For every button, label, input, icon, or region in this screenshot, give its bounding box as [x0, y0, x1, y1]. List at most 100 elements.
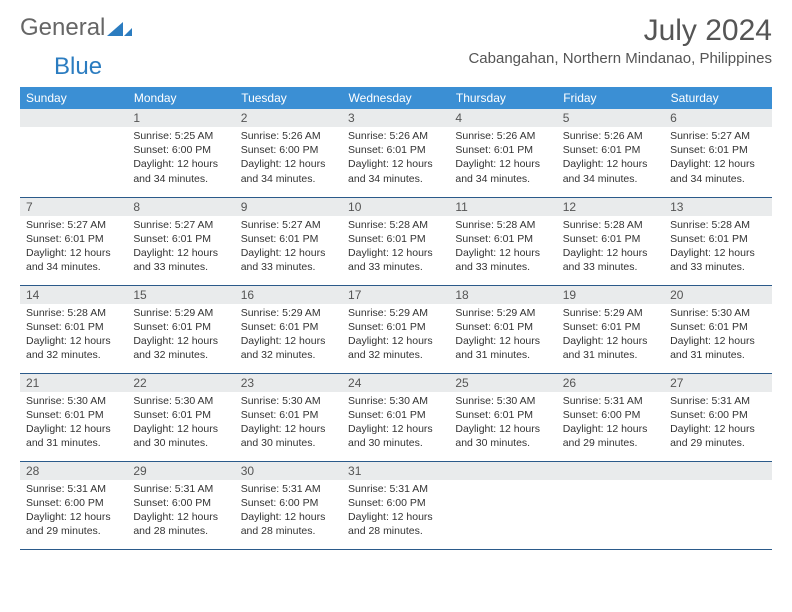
logo-text-1: General: [20, 14, 105, 42]
day-number: 9: [235, 198, 342, 216]
day-details: Sunrise: 5:26 AMSunset: 6:01 PMDaylight:…: [557, 127, 664, 190]
day-details: Sunrise: 5:30 AMSunset: 6:01 PMDaylight:…: [127, 392, 234, 455]
day-details: Sunrise: 5:30 AMSunset: 6:01 PMDaylight:…: [235, 392, 342, 455]
day-number: 15: [127, 286, 234, 304]
day-number: 30: [235, 462, 342, 480]
calendar-cell: 24Sunrise: 5:30 AMSunset: 6:01 PMDayligh…: [342, 373, 449, 461]
day-details: Sunrise: 5:27 AMSunset: 6:01 PMDaylight:…: [127, 216, 234, 279]
day-number: 20: [664, 286, 771, 304]
day-number: 2: [235, 109, 342, 127]
day-number: [20, 109, 127, 127]
logo-icon: [107, 18, 133, 38]
day-number: 23: [235, 374, 342, 392]
day-number: 17: [342, 286, 449, 304]
calendar-cell: 3Sunrise: 5:26 AMSunset: 6:01 PMDaylight…: [342, 109, 449, 197]
day-details: Sunrise: 5:29 AMSunset: 6:01 PMDaylight:…: [127, 304, 234, 367]
day-number: 28: [20, 462, 127, 480]
day-details: Sunrise: 5:31 AMSunset: 6:00 PMDaylight:…: [342, 480, 449, 543]
calendar-row: 7Sunrise: 5:27 AMSunset: 6:01 PMDaylight…: [20, 197, 772, 285]
calendar-cell: 17Sunrise: 5:29 AMSunset: 6:01 PMDayligh…: [342, 285, 449, 373]
calendar-row: 28Sunrise: 5:31 AMSunset: 6:00 PMDayligh…: [20, 461, 772, 549]
calendar-cell: 12Sunrise: 5:28 AMSunset: 6:01 PMDayligh…: [557, 197, 664, 285]
calendar-cell: 27Sunrise: 5:31 AMSunset: 6:00 PMDayligh…: [664, 373, 771, 461]
calendar-cell: 16Sunrise: 5:29 AMSunset: 6:01 PMDayligh…: [235, 285, 342, 373]
calendar-cell: 18Sunrise: 5:29 AMSunset: 6:01 PMDayligh…: [449, 285, 556, 373]
day-number: 10: [342, 198, 449, 216]
day-number: [449, 462, 556, 480]
day-number: [664, 462, 771, 480]
day-details: Sunrise: 5:29 AMSunset: 6:01 PMDaylight:…: [342, 304, 449, 367]
calendar-row: 14Sunrise: 5:28 AMSunset: 6:01 PMDayligh…: [20, 285, 772, 373]
calendar-cell: 5Sunrise: 5:26 AMSunset: 6:01 PMDaylight…: [557, 109, 664, 197]
day-details: Sunrise: 5:31 AMSunset: 6:00 PMDaylight:…: [664, 392, 771, 455]
day-details: Sunrise: 5:31 AMSunset: 6:00 PMDaylight:…: [235, 480, 342, 543]
weekday-header: Monday: [127, 87, 234, 109]
weekday-header: Wednesday: [342, 87, 449, 109]
calendar-cell: 21Sunrise: 5:30 AMSunset: 6:01 PMDayligh…: [20, 373, 127, 461]
month-title: July 2024: [468, 14, 772, 48]
day-number: 11: [449, 198, 556, 216]
calendar-cell: [449, 461, 556, 549]
day-details: Sunrise: 5:31 AMSunset: 6:00 PMDaylight:…: [127, 480, 234, 543]
day-number: 5: [557, 109, 664, 127]
day-number: 16: [235, 286, 342, 304]
day-number: 29: [127, 462, 234, 480]
day-number: 4: [449, 109, 556, 127]
calendar-cell: 26Sunrise: 5:31 AMSunset: 6:00 PMDayligh…: [557, 373, 664, 461]
day-number: 21: [20, 374, 127, 392]
calendar-cell: [20, 109, 127, 197]
calendar-cell: [664, 461, 771, 549]
day-details: Sunrise: 5:28 AMSunset: 6:01 PMDaylight:…: [342, 216, 449, 279]
weekday-header: Saturday: [664, 87, 771, 109]
day-details: Sunrise: 5:26 AMSunset: 6:00 PMDaylight:…: [235, 127, 342, 190]
weekday-header: Tuesday: [235, 87, 342, 109]
day-number: 14: [20, 286, 127, 304]
day-number: 1: [127, 109, 234, 127]
calendar-cell: 7Sunrise: 5:27 AMSunset: 6:01 PMDaylight…: [20, 197, 127, 285]
day-number: 22: [127, 374, 234, 392]
calendar-cell: 9Sunrise: 5:27 AMSunset: 6:01 PMDaylight…: [235, 197, 342, 285]
calendar-cell: 29Sunrise: 5:31 AMSunset: 6:00 PMDayligh…: [127, 461, 234, 549]
calendar-cell: 15Sunrise: 5:29 AMSunset: 6:01 PMDayligh…: [127, 285, 234, 373]
day-details: Sunrise: 5:29 AMSunset: 6:01 PMDaylight:…: [557, 304, 664, 367]
calendar-cell: 4Sunrise: 5:26 AMSunset: 6:01 PMDaylight…: [449, 109, 556, 197]
calendar-cell: 31Sunrise: 5:31 AMSunset: 6:00 PMDayligh…: [342, 461, 449, 549]
calendar-cell: 1Sunrise: 5:25 AMSunset: 6:00 PMDaylight…: [127, 109, 234, 197]
calendar-cell: 2Sunrise: 5:26 AMSunset: 6:00 PMDaylight…: [235, 109, 342, 197]
calendar-cell: 8Sunrise: 5:27 AMSunset: 6:01 PMDaylight…: [127, 197, 234, 285]
day-number: 8: [127, 198, 234, 216]
weekday-header: Sunday: [20, 87, 127, 109]
calendar-cell: 25Sunrise: 5:30 AMSunset: 6:01 PMDayligh…: [449, 373, 556, 461]
day-number: 19: [557, 286, 664, 304]
calendar-row: 1Sunrise: 5:25 AMSunset: 6:00 PMDaylight…: [20, 109, 772, 197]
day-details: Sunrise: 5:30 AMSunset: 6:01 PMDaylight:…: [20, 392, 127, 455]
day-details: Sunrise: 5:31 AMSunset: 6:00 PMDaylight:…: [20, 480, 127, 543]
day-details: Sunrise: 5:28 AMSunset: 6:01 PMDaylight:…: [557, 216, 664, 279]
day-number: 3: [342, 109, 449, 127]
day-details: Sunrise: 5:26 AMSunset: 6:01 PMDaylight:…: [449, 127, 556, 190]
day-details: Sunrise: 5:30 AMSunset: 6:01 PMDaylight:…: [342, 392, 449, 455]
day-number: 24: [342, 374, 449, 392]
calendar-cell: 6Sunrise: 5:27 AMSunset: 6:01 PMDaylight…: [664, 109, 771, 197]
logo-text-2: Blue: [54, 53, 792, 81]
calendar-cell: 14Sunrise: 5:28 AMSunset: 6:01 PMDayligh…: [20, 285, 127, 373]
weekday-header-row: Sunday Monday Tuesday Wednesday Thursday…: [20, 87, 772, 109]
calendar-cell: 28Sunrise: 5:31 AMSunset: 6:00 PMDayligh…: [20, 461, 127, 549]
calendar-cell: 22Sunrise: 5:30 AMSunset: 6:01 PMDayligh…: [127, 373, 234, 461]
day-details: Sunrise: 5:30 AMSunset: 6:01 PMDaylight:…: [664, 304, 771, 367]
day-details: Sunrise: 5:28 AMSunset: 6:01 PMDaylight:…: [20, 304, 127, 367]
day-details: Sunrise: 5:31 AMSunset: 6:00 PMDaylight:…: [557, 392, 664, 455]
calendar-cell: 10Sunrise: 5:28 AMSunset: 6:01 PMDayligh…: [342, 197, 449, 285]
day-number: 26: [557, 374, 664, 392]
day-details: Sunrise: 5:29 AMSunset: 6:01 PMDaylight:…: [449, 304, 556, 367]
day-details: Sunrise: 5:28 AMSunset: 6:01 PMDaylight:…: [664, 216, 771, 279]
day-number: 12: [557, 198, 664, 216]
calendar-cell: [557, 461, 664, 549]
day-details: Sunrise: 5:25 AMSunset: 6:00 PMDaylight:…: [127, 127, 234, 190]
day-details: Sunrise: 5:27 AMSunset: 6:01 PMDaylight:…: [664, 127, 771, 190]
day-number: 31: [342, 462, 449, 480]
calendar-cell: 11Sunrise: 5:28 AMSunset: 6:01 PMDayligh…: [449, 197, 556, 285]
day-number: 6: [664, 109, 771, 127]
day-number: 27: [664, 374, 771, 392]
calendar-cell: 19Sunrise: 5:29 AMSunset: 6:01 PMDayligh…: [557, 285, 664, 373]
